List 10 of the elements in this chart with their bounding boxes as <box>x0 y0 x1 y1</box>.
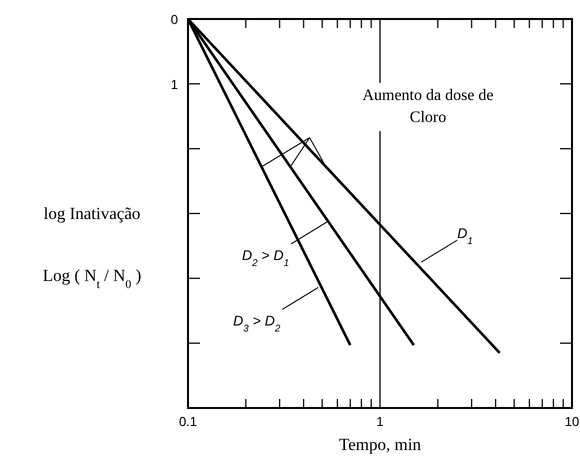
annotation: D$_{1}$ <box>457 225 473 247</box>
x-tick-label: 1 <box>376 414 384 429</box>
x-tick-label: 0.1 <box>178 414 198 429</box>
annotation: D$_{3}$ > D$_{2}$ <box>233 312 281 334</box>
x-tick-label: 10 <box>564 414 580 429</box>
y-tick-label: 0 <box>170 12 178 27</box>
x-axis-title: Tempo, min <box>339 435 422 454</box>
annotation: D$_{2}$ > D$_{1}$ <box>242 246 290 268</box>
text: log Inativação Log ( N$_{t}$ / N$_{0}$ ) <box>42 204 142 291</box>
annotation: Aumento da dose de Cloro <box>362 87 494 126</box>
